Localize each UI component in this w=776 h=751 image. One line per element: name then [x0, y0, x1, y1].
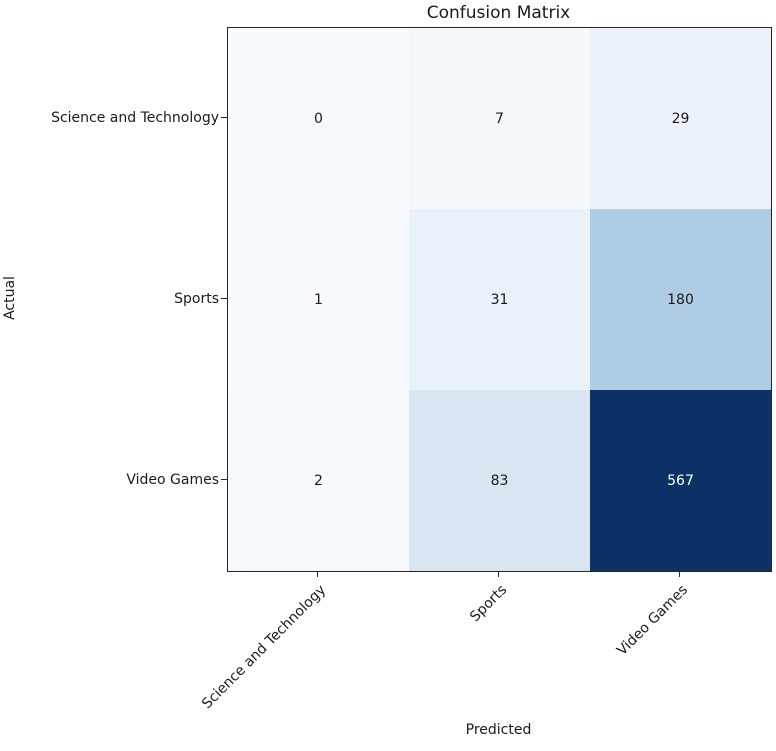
y-axis-label: Actual	[2, 276, 18, 320]
heatmap-cell-r1-c2: 180	[590, 209, 771, 390]
x-tick-label-0: Science and Technology	[198, 582, 329, 713]
heatmap-cell-r2-c0: 2	[228, 390, 409, 571]
x-tick-mark-2	[679, 571, 680, 577]
heatmap-cell-r0-c0: 0	[228, 28, 409, 209]
heatmap-cell-r1-c0: 1	[228, 209, 409, 390]
x-tick-label-2: Video Games	[613, 582, 691, 659]
heatmap-grid: 0 7 29 1 31 180 2 83 567	[228, 28, 771, 571]
y-tick-label-0: Science and Technology	[51, 109, 219, 126]
y-tick-mark-1	[221, 298, 227, 299]
y-tick-mark-0	[221, 117, 227, 118]
heatmap-cell-r2-c1: 83	[409, 390, 590, 571]
heatmap-cell-r1-c1: 31	[409, 209, 590, 390]
heatmap-plot-area: 0 7 29 1 31 180 2 83 567	[227, 27, 772, 572]
y-tick-label-2: Video Games	[126, 471, 219, 488]
heatmap-cell-r2-c2: 567	[590, 390, 771, 571]
x-tick-label-1: Sports	[466, 582, 510, 626]
x-axis-label: Predicted	[465, 722, 532, 738]
heatmap-cell-r0-c1: 7	[409, 28, 590, 209]
y-tick-mark-2	[221, 479, 227, 480]
chart-title: Confusion Matrix	[426, 3, 571, 23]
heatmap-cell-r0-c2: 29	[590, 28, 771, 209]
x-tick-mark-0	[317, 571, 318, 577]
y-tick-label-1: Sports	[174, 290, 219, 307]
x-tick-mark-1	[498, 571, 499, 577]
